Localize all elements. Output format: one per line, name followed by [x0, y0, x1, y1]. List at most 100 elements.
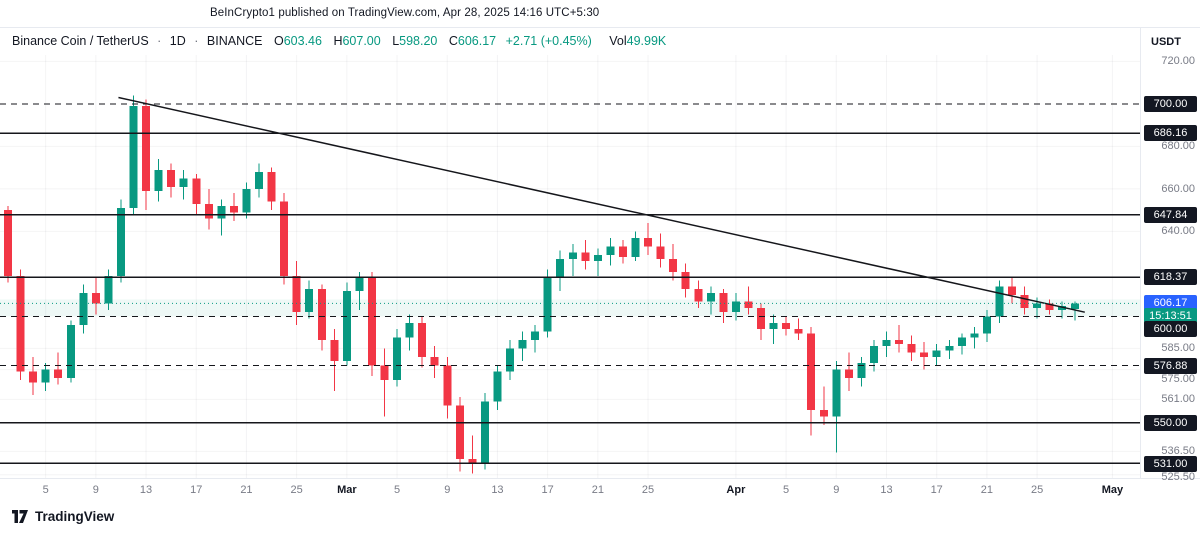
- candle-body: [367, 278, 376, 366]
- close-label: C: [448, 34, 458, 48]
- candle-body: [54, 369, 63, 379]
- symbol-legend[interactable]: Binance Coin / TetherUS · 1D · BINANCE O…: [12, 34, 666, 52]
- candle-body: [305, 288, 314, 313]
- candle-body: [844, 369, 853, 379]
- candle-body: [518, 339, 527, 349]
- time-tick-label: 21: [240, 484, 253, 496]
- candle-body: [179, 178, 188, 187]
- candle-body: [618, 246, 627, 257]
- time-axis[interactable]: 5 9 13 17 21 25 Mar 5 9 13 17 21 25 Apr 5 9 13 17 21 25 May: [0, 478, 1200, 502]
- price-level-badge: 576.88: [1144, 357, 1197, 374]
- price-tick-label: 720.00: [1161, 55, 1195, 68]
- candle-body: [945, 346, 954, 351]
- candle-body: [568, 252, 577, 260]
- price-tick-label: 536.50: [1161, 445, 1195, 458]
- candle-body: [782, 322, 791, 330]
- candle-body: [869, 346, 878, 364]
- candle-body: [606, 246, 615, 255]
- candle-body: [970, 333, 979, 338]
- price-tick-label: 585.00: [1161, 342, 1195, 355]
- candle-body: [104, 276, 113, 304]
- time-tick-label: 9: [833, 484, 840, 496]
- candle-body: [757, 307, 765, 330]
- tradingview-logo[interactable]: TradingView: [12, 509, 114, 524]
- time-tick-label: 13: [880, 484, 893, 496]
- candle-body: [1008, 286, 1016, 296]
- candle-body: [455, 405, 464, 459]
- candle-body: [631, 237, 640, 257]
- price-axis[interactable]: USDT 720.00 700.00 686.16 680.00 660.00 647.8…: [1140, 28, 1200, 483]
- price-tick-label: 640.00: [1161, 225, 1195, 238]
- candle-body: [167, 169, 176, 187]
- candle-body: [681, 271, 690, 289]
- candle-body: [330, 339, 339, 362]
- time-tick-label: 21: [980, 484, 994, 496]
- candle-body: [430, 356, 439, 366]
- time-tick-label: 17: [930, 484, 943, 496]
- candle-body: [480, 401, 489, 464]
- candle-body: [995, 286, 1004, 317]
- legend-separator: ·: [157, 34, 162, 48]
- low-value: 598.20: [399, 34, 438, 48]
- candle-body: [656, 246, 665, 260]
- exchange-label[interactable]: BINANCE: [206, 34, 263, 48]
- candle-body: [192, 178, 201, 204]
- candle-body: [706, 293, 715, 302]
- high-label: H: [333, 34, 343, 48]
- candle-body: [882, 339, 891, 347]
- candle-body: [204, 203, 213, 219]
- candle-body: [380, 365, 389, 381]
- time-tick-label: May: [1101, 484, 1124, 496]
- price-tick-label: 561.00: [1161, 393, 1195, 406]
- candle-body: [317, 288, 326, 340]
- candle-body: [154, 169, 163, 192]
- time-tick-label: Apr: [726, 484, 746, 496]
- candle-body: [731, 301, 740, 313]
- candle-body: [581, 252, 590, 262]
- time-tick-label: 25: [1030, 484, 1044, 496]
- candle-body: [405, 322, 414, 338]
- countdown-badge: 15:13:51: [1144, 308, 1197, 325]
- tradingview-logo-icon: [12, 510, 28, 523]
- volume-value: 49.99K: [626, 34, 667, 48]
- candle-body: [932, 350, 941, 357]
- chart-area: Binance Coin / TetherUS · 1D · BINANCE O…: [0, 28, 1200, 502]
- candle-body: [769, 322, 778, 330]
- candle-body: [531, 331, 540, 340]
- candle-body: [920, 352, 929, 357]
- candle-body: [506, 348, 514, 372]
- candle-body: [543, 278, 552, 332]
- candle-body: [907, 344, 916, 353]
- candle-body: [443, 365, 452, 406]
- time-tick-label: 5: [42, 484, 49, 496]
- candle-body: [857, 363, 866, 379]
- candle-body: [79, 293, 88, 325]
- time-tick-label: 13: [139, 484, 153, 496]
- candle-body: [694, 288, 703, 302]
- descending-trendline[interactable]: [118, 96, 1085, 313]
- candle-body: [16, 276, 25, 372]
- candle-body: [66, 324, 75, 379]
- candle-body: [807, 333, 816, 410]
- candle-body: [593, 254, 602, 262]
- candle-body: [819, 409, 828, 417]
- candle-body: [556, 259, 565, 279]
- candle-body: [393, 337, 402, 381]
- candle-body: [292, 276, 301, 313]
- candle-body: [644, 237, 653, 247]
- candle-body: [719, 293, 728, 313]
- candlestick-chart-plot[interactable]: [0, 55, 1140, 478]
- symbol-title[interactable]: Binance Coin / TetherUS: [12, 34, 149, 48]
- open-label: O: [273, 34, 284, 48]
- price-level-badge: 600.00: [1144, 321, 1197, 338]
- attribution-text: BeInCrypto1 published on TradingView.com…: [210, 7, 600, 19]
- price-level-badge: 531.00: [1144, 456, 1197, 473]
- candle-body: [342, 290, 351, 362]
- candle-body: [41, 369, 50, 383]
- tradingview-logo-text: TradingView: [35, 509, 115, 524]
- interval-label[interactable]: 1D: [169, 34, 186, 48]
- candle-body: [91, 293, 100, 304]
- candle-body: [982, 316, 991, 334]
- time-tick-label: 5: [783, 484, 790, 496]
